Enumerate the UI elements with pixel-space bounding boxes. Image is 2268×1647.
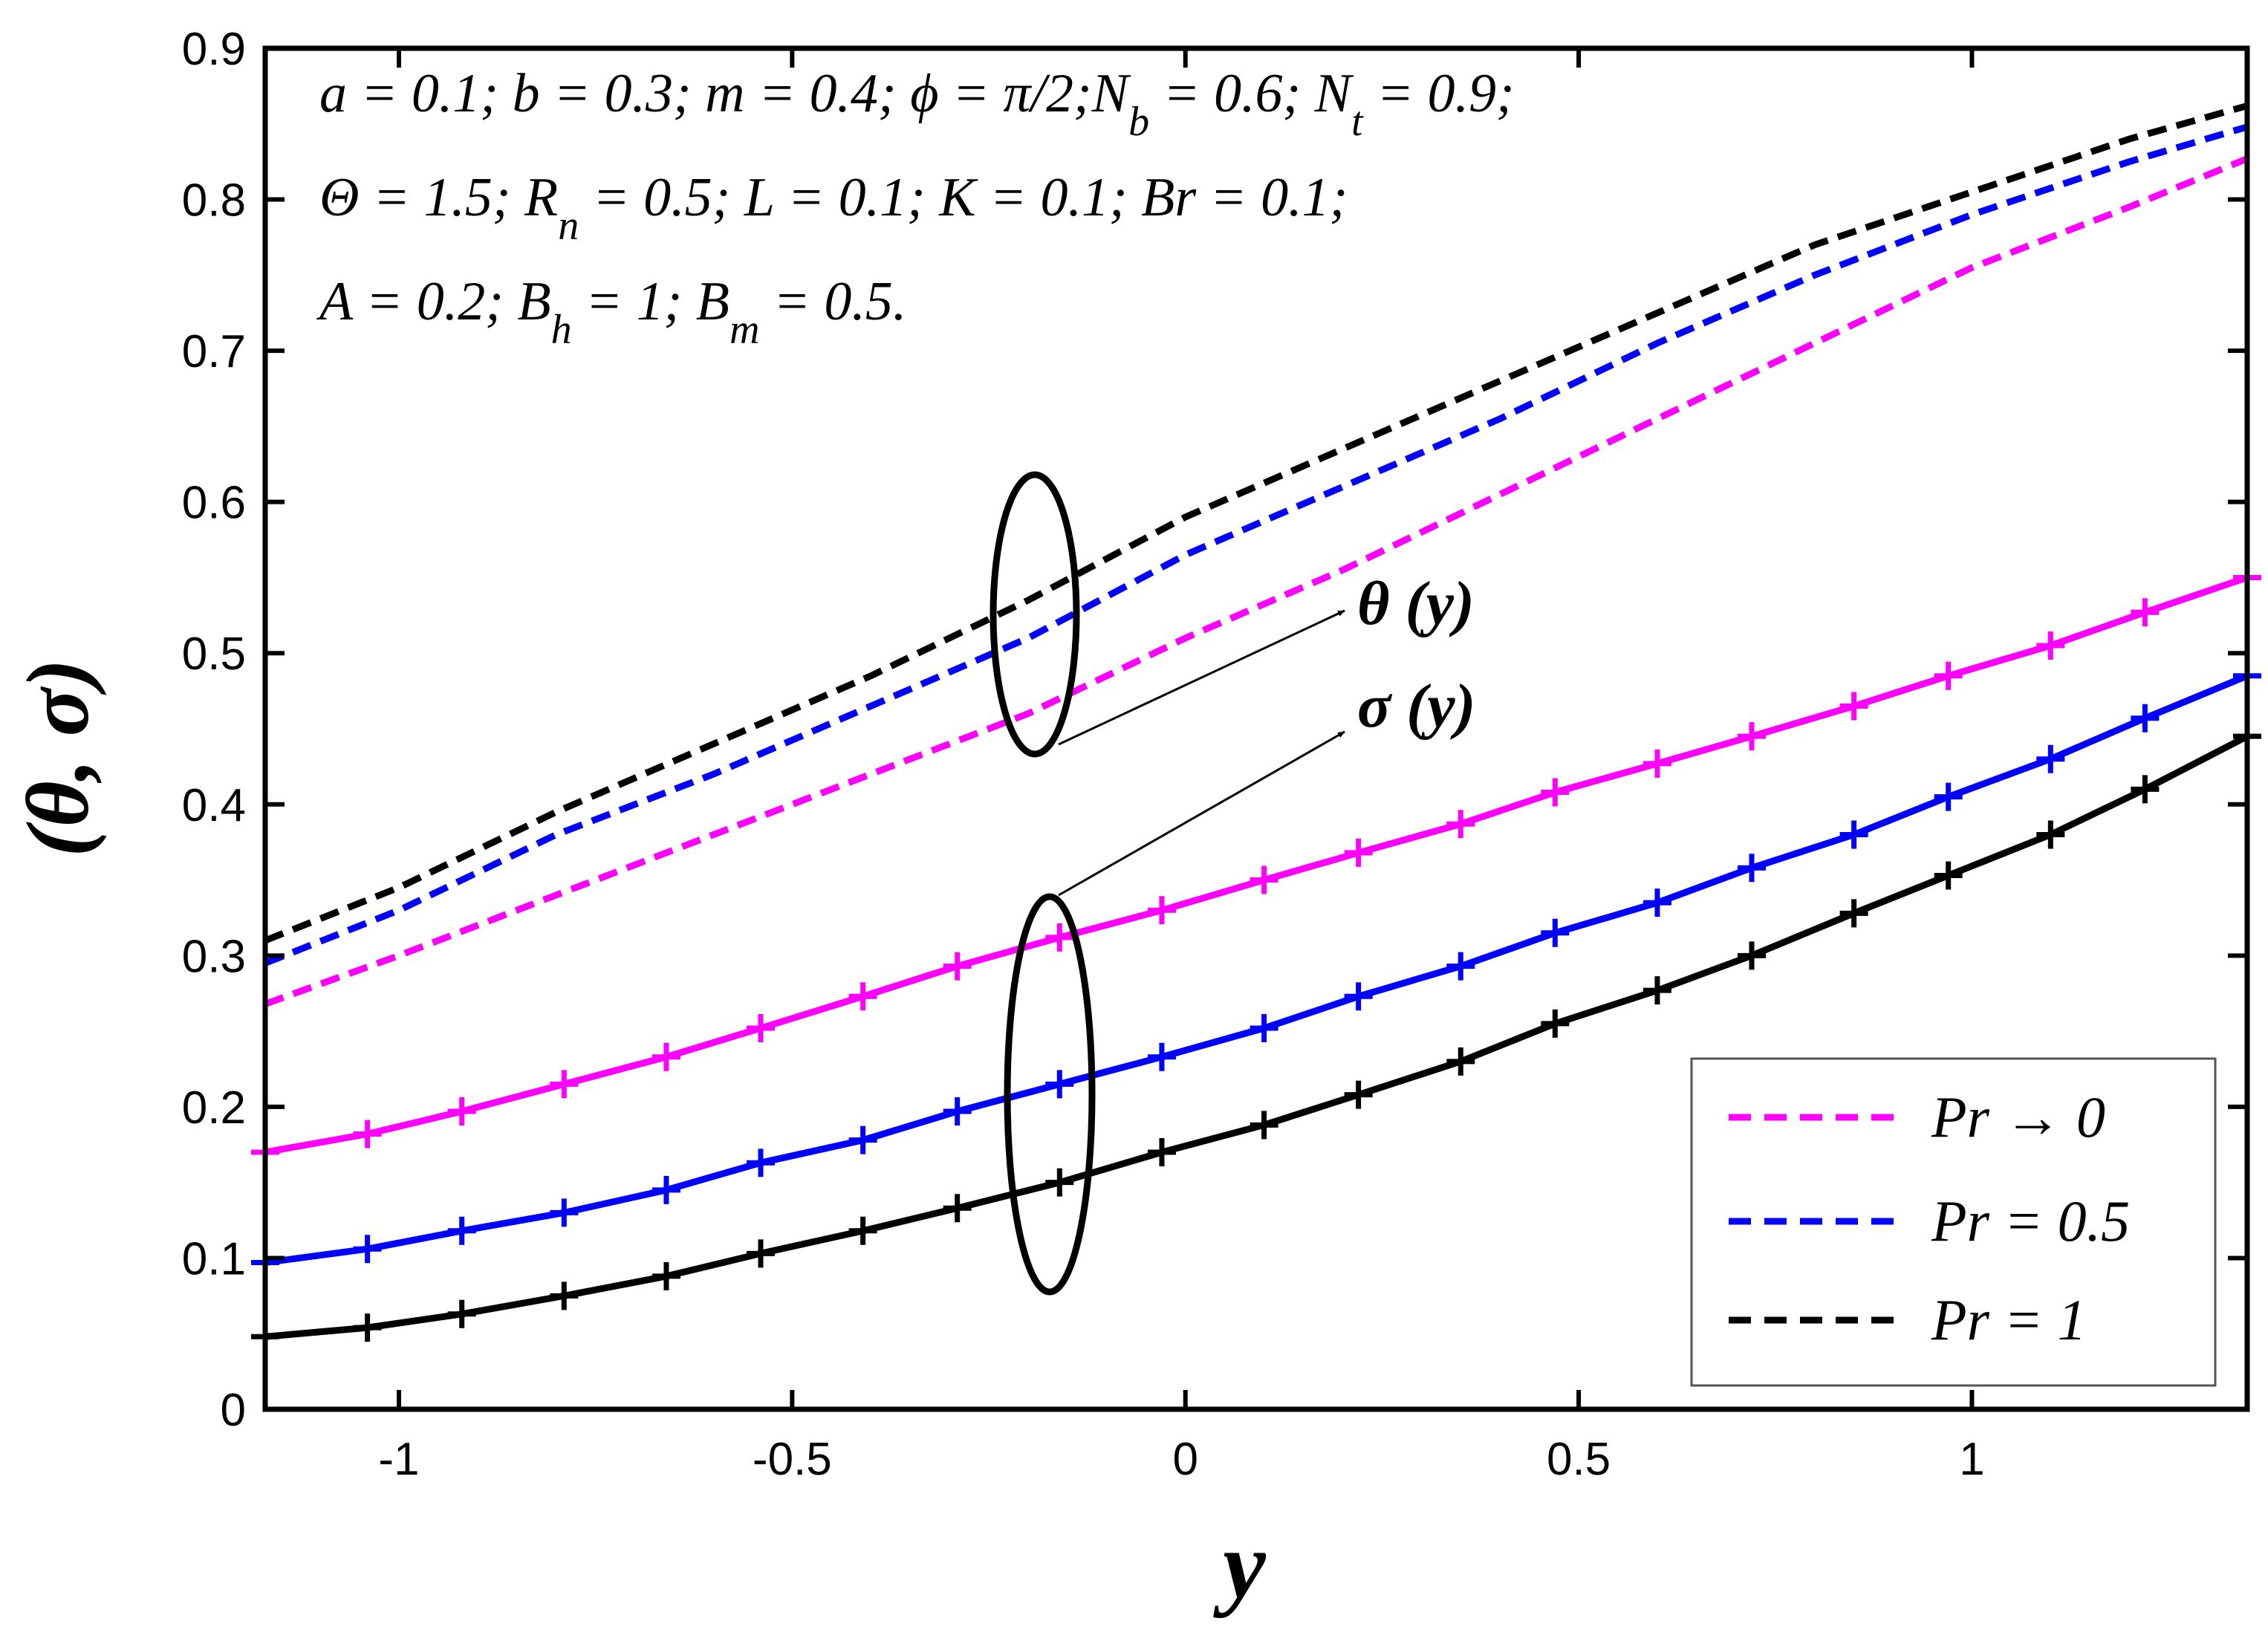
- plot-frame: [262, 45, 2250, 1412]
- data-point-sigma-pr-1: [1446, 1047, 1475, 1076]
- parameter-line-1: a = 0.1; b = 0.3; m = 0.4; ϕ = π/2;Nb = …: [319, 63, 1515, 145]
- data-point-sigma-pr-1: [1642, 976, 1671, 1005]
- data-point-sigma-pr-0-5: [1250, 1014, 1278, 1043]
- data-point-sigma-pr-1: [353, 1313, 382, 1342]
- data-point-sigma-pr-0-5: [1147, 1042, 1176, 1071]
- data-point-sigma-pr-to-0: [2036, 631, 2065, 660]
- theta-group-ellipse: [990, 471, 1080, 758]
- data-point-sigma-pr-to-0: [848, 982, 877, 1011]
- data-point-sigma-pr-1: [1541, 1009, 1570, 1038]
- data-point-sigma-pr-1: [1045, 1168, 1074, 1197]
- data-point-sigma-pr-1: [1839, 899, 1868, 928]
- sigma-arrow: [1058, 730, 1345, 897]
- theta-annotation: θ (y): [1357, 569, 1475, 638]
- data-point-sigma-pr-0-5: [1738, 854, 1766, 883]
- data-point-sigma-pr-0-5: [447, 1216, 476, 1245]
- data-point-sigma-pr-1: [652, 1261, 680, 1290]
- data-point-sigma-pr-0-5: [943, 1097, 972, 1125]
- data-point-sigma-pr-0-5: [848, 1125, 877, 1154]
- x-tick-label: -1: [378, 1434, 419, 1485]
- data-point-sigma-pr-1: [2036, 820, 2065, 849]
- data-point-sigma-pr-to-0: [1344, 838, 1373, 867]
- data-point-sigma-pr-1: [848, 1216, 877, 1245]
- x-tick-label: 1: [1959, 1434, 1984, 1485]
- x-tick-label: 0.5: [1547, 1434, 1611, 1485]
- data-point-sigma-pr-0-5: [2036, 744, 2065, 773]
- data-point-sigma-pr-0-5: [1934, 782, 1963, 811]
- data-point-sigma-pr-to-0: [1250, 865, 1278, 894]
- data-point-sigma-pr-0-5: [1839, 820, 1868, 849]
- y-tick-label: 0.2: [182, 1082, 246, 1134]
- data-point-sigma-pr-to-0: [2131, 598, 2160, 627]
- data-point-sigma-pr-1: [1738, 941, 1766, 970]
- data-point-sigma-pr-to-0: [1738, 722, 1766, 751]
- sigma-annotation: σ (y): [1357, 672, 1476, 741]
- data-point-sigma-pr-to-0: [943, 952, 972, 981]
- data-point-sigma-pr-0-5: [652, 1175, 680, 1204]
- data-point-sigma-pr-1: [2131, 775, 2160, 804]
- x-tick-label: -0.5: [753, 1434, 832, 1485]
- data-point-sigma-pr-0-5: [1446, 952, 1475, 981]
- data-point-sigma-pr-1: [550, 1281, 579, 1310]
- theta-arrow: [1058, 609, 1345, 746]
- data-point-sigma-pr-to-0: [747, 1014, 775, 1043]
- data-point-sigma-pr-to-0: [1446, 810, 1475, 839]
- data-point-sigma-pr-1: [1344, 1080, 1373, 1109]
- y-tick-label: 0.8: [182, 175, 246, 227]
- series-line-theta-pr-to-0: [265, 155, 2247, 1007]
- y-tick-label: 0.4: [182, 780, 246, 831]
- data-point-sigma-pr-to-0: [652, 1042, 680, 1071]
- parameter-line-3: A = 0.2; Bh = 1; Bm = 0.5.: [316, 271, 906, 353]
- legend-label-pr-0: Pr → 0: [1931, 1085, 2105, 1149]
- data-point-sigma-pr-to-0: [353, 1120, 382, 1149]
- data-point-sigma-pr-0-5: [353, 1235, 382, 1264]
- data-point-sigma-pr-to-0: [1934, 661, 1963, 690]
- data-point-sigma-pr-0-5: [1045, 1070, 1074, 1099]
- data-point-sigma-pr-to-0: [1541, 778, 1570, 807]
- data-point-sigma-pr-0-5: [1344, 982, 1373, 1011]
- y-axis-title: (θ, σ): [8, 659, 107, 857]
- data-point-sigma-pr-0-5: [550, 1198, 579, 1227]
- y-tick-label: 0: [221, 1385, 246, 1436]
- legend-label-pr-1: Pr = 1: [1931, 1287, 2087, 1352]
- data-point-sigma-pr-to-0: [1642, 749, 1671, 778]
- data-point-sigma-pr-1: [943, 1194, 972, 1223]
- parameter-line-2: Θ = 1.5; Rn = 0.5; L = 0.1; K = 0.1; Br …: [319, 167, 1348, 249]
- data-point-sigma-pr-0-5: [1541, 918, 1570, 947]
- data-point-sigma-pr-to-0: [1045, 923, 1074, 952]
- data-point-sigma-pr-to-0: [1839, 692, 1868, 721]
- data-point-sigma-pr-1: [1250, 1111, 1278, 1140]
- data-point-sigma-pr-1: [1147, 1137, 1176, 1166]
- data-point-sigma-pr-to-0: [1147, 896, 1176, 925]
- y-tick-label: 0.3: [182, 931, 246, 982]
- y-tick-label: 0.1: [182, 1233, 246, 1284]
- legend-label-pr-0-5: Pr = 0.5: [1931, 1189, 2130, 1253]
- y-tick-label: 0.7: [182, 326, 246, 377]
- data-point-sigma-pr-1: [447, 1299, 476, 1328]
- data-point-sigma-pr-0-5: [747, 1149, 775, 1177]
- data-point-sigma-pr-1: [747, 1239, 775, 1268]
- data-point-sigma-pr-0-5: [1642, 889, 1671, 917]
- sigma-group-ellipse: [1004, 893, 1096, 1296]
- y-tick-label: 0.9: [182, 24, 246, 75]
- data-point-sigma-pr-0-5: [2131, 704, 2160, 732]
- data-point-sigma-pr-1: [1934, 861, 1963, 890]
- data-point-sigma-pr-to-0: [447, 1097, 476, 1125]
- y-tick-label: 0.6: [182, 478, 246, 529]
- x-tick-label: 0: [1172, 1434, 1198, 1485]
- y-tick-label: 0.5: [182, 628, 246, 680]
- data-point-sigma-pr-to-0: [550, 1070, 579, 1099]
